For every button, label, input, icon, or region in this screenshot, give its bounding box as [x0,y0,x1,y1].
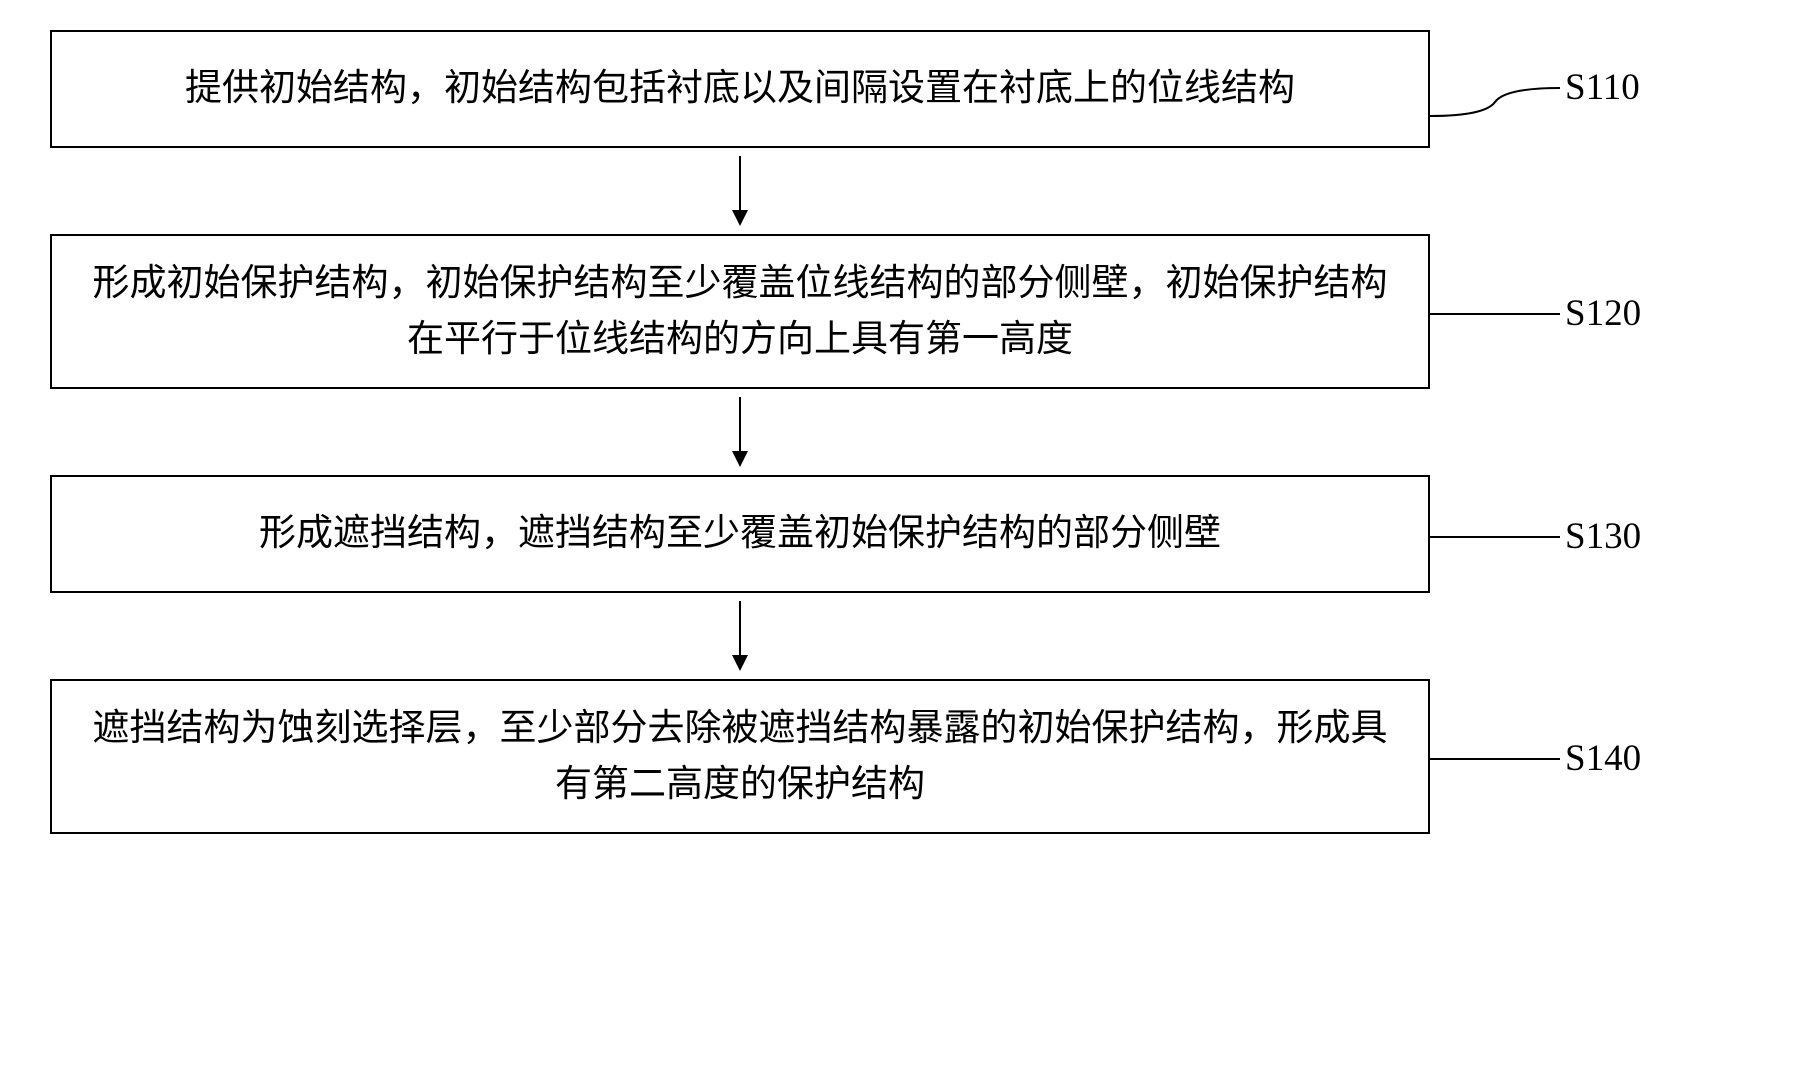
step-label-s130: S130 [1565,515,1641,558]
arrow-container [50,148,1430,234]
arrow-container [50,593,1430,679]
step-row: 提供初始结构，初始结构包括衬底以及间隔设置在衬底上的位线结构 S110 [50,30,1650,148]
step-text: 遮挡结构为蚀刻选择层，至少部分去除被遮挡结构暴露的初始保护结构，形成具有第二高度… [82,701,1398,812]
flowchart-container: 提供初始结构，初始结构包括衬底以及间隔设置在衬底上的位线结构 S110 形成初始… [50,30,1650,834]
step-text: 形成初始保护结构，初始保护结构至少覆盖位线结构的部分侧壁，初始保护结构在平行于位… [82,256,1398,367]
arrow-down-icon [725,397,755,467]
step-label-s110: S110 [1565,66,1640,109]
step-box-s120: 形成初始保护结构，初始保护结构至少覆盖位线结构的部分侧壁，初始保护结构在平行于位… [50,234,1430,389]
arrow-down-icon [725,156,755,226]
step-box-s140: 遮挡结构为蚀刻选择层，至少部分去除被遮挡结构暴露的初始保护结构，形成具有第二高度… [50,679,1430,834]
step-row: 形成初始保护结构，初始保护结构至少覆盖位线结构的部分侧壁，初始保护结构在平行于位… [50,234,1650,389]
step-text: 形成遮挡结构，遮挡结构至少覆盖初始保护结构的部分侧壁 [259,506,1221,562]
step-row: 形成遮挡结构，遮挡结构至少覆盖初始保护结构的部分侧壁 S130 [50,475,1650,593]
step-label-s120: S120 [1565,292,1641,335]
step-box-s130: 形成遮挡结构，遮挡结构至少覆盖初始保护结构的部分侧壁 [50,475,1430,593]
label-connector-s120 [1430,304,1560,324]
arrow-down-icon [725,601,755,671]
step-text: 提供初始结构，初始结构包括衬底以及间隔设置在衬底上的位线结构 [185,61,1295,117]
arrow-container [50,389,1430,475]
step-box-s110: 提供初始结构，初始结构包括衬底以及间隔设置在衬底上的位线结构 [50,30,1430,148]
step-row: 遮挡结构为蚀刻选择层，至少部分去除被遮挡结构暴露的初始保护结构，形成具有第二高度… [50,679,1650,834]
label-connector-s140 [1430,749,1560,769]
label-connector-s110 [1430,82,1560,122]
step-label-s140: S140 [1565,737,1641,780]
label-connector-s130 [1430,527,1560,547]
